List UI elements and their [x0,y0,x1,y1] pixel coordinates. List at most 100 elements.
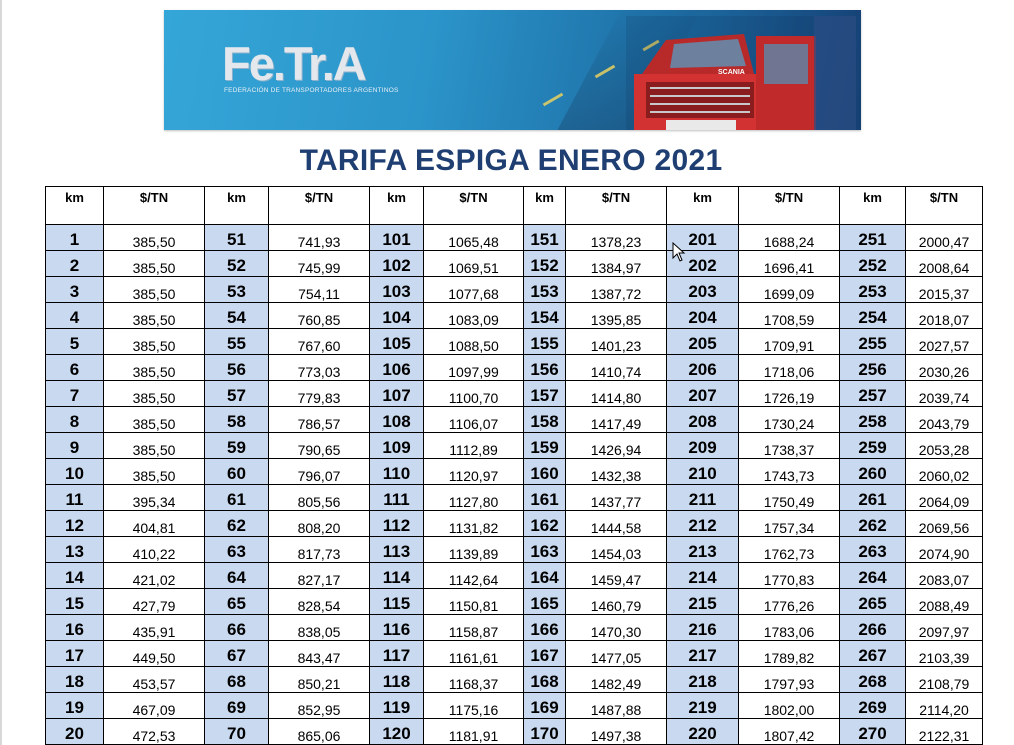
rate-cell: 1426,94 [565,432,667,459]
km-cell: 15 [45,588,104,615]
km-cell: 111 [369,484,424,511]
rate-cell: 1120,97 [423,458,524,485]
rate-cell: 1131,82 [423,510,524,537]
rate-cell: 1776,26 [738,588,840,615]
column-header-km: km [369,186,424,225]
rate-cell: 790,65 [268,432,370,459]
rate-cell: 850,21 [268,666,370,693]
rate-cell: 385,50 [103,432,205,459]
rate-cell: 767,60 [268,328,370,355]
km-cell: 166 [523,614,566,641]
km-cell: 65 [204,588,269,615]
column-header-rate: $/TN [268,186,370,225]
rate-cell: 1088,50 [423,328,524,355]
rate-cell: 1807,42 [738,718,840,745]
km-cell: 209 [666,432,739,459]
km-cell: 261 [839,484,906,511]
column-header-rate: $/TN [103,186,205,225]
km-cell: 118 [369,666,424,693]
km-cell: 112 [369,510,424,537]
km-cell: 117 [369,640,424,667]
rate-cell: 1069,51 [423,250,524,277]
km-cell: 262 [839,510,906,537]
rate-cell: 467,09 [103,692,205,719]
rate-cell: 1470,30 [565,614,667,641]
svg-text:SCANIA: SCANIA [718,69,745,76]
table-row: 15 427,79 65 828,54 115 1150,81 165 1460,79 215 1… [45,588,983,615]
km-cell: 168 [523,666,566,693]
rate-cell: 2074,90 [905,536,983,563]
km-cell: 211 [666,484,739,511]
rate-cell: 2015,37 [905,276,983,303]
rate-cell: 410,22 [103,536,205,563]
km-cell: 218 [666,666,739,693]
km-cell: 203 [666,276,739,303]
km-cell: 12 [45,510,104,537]
km-cell: 257 [839,380,906,407]
rate-cell: 2053,28 [905,432,983,459]
rate-cell: 1743,73 [738,458,840,485]
km-cell: 269 [839,692,906,719]
rate-cell: 827,17 [268,562,370,589]
rate-cell: 1699,09 [738,276,840,303]
km-cell: 102 [369,250,424,277]
rate-cell: 2064,09 [905,484,983,511]
rate-cell: 1384,97 [565,250,667,277]
truck-image: SCANIA [626,16,856,130]
rate-cell: 1083,09 [423,302,524,329]
km-cell: 167 [523,640,566,667]
km-cell: 153 [523,276,566,303]
rate-cell: 760,85 [268,302,370,329]
table-row: 18 453,57 68 850,21 118 1168,37 168 1482,49 218 1… [45,666,983,693]
rate-cell: 1709,91 [738,328,840,355]
mouse-cursor-icon [672,242,686,262]
rate-cell: 754,11 [268,276,370,303]
rate-cell: 1437,77 [565,484,667,511]
rate-cell: 404,81 [103,510,205,537]
km-cell: 109 [369,432,424,459]
rate-cell: 472,53 [103,718,205,745]
column-header-rate: $/TN [565,186,667,225]
km-cell: 66 [204,614,269,641]
km-cell: 258 [839,406,906,433]
rate-cell: 2088,49 [905,588,983,615]
km-cell: 1 [45,224,104,251]
km-cell: 58 [204,406,269,433]
table-row: 14 421,02 64 827,17 114 1142,64 164 1459,47 214 1… [45,562,983,589]
rate-cell: 745,99 [268,250,370,277]
rate-cell: 2069,56 [905,510,983,537]
table-row: 19 467,09 69 852,95 119 1175,16 169 1487,88 219 1… [45,692,983,719]
column-header-km: km [45,186,104,225]
rate-cell: 385,50 [103,328,205,355]
rate-cell: 385,50 [103,458,205,485]
road-dash [542,92,564,107]
km-cell: 2 [45,250,104,277]
rate-cell: 1417,49 [565,406,667,433]
rate-cell: 1142,64 [423,562,524,589]
table-row: 3 385,50 53 754,11 103 1077,68 153 1387,72 203 16… [45,276,983,303]
rate-cell: 1708,59 [738,302,840,329]
rate-cell: 1696,41 [738,250,840,277]
km-cell: 268 [839,666,906,693]
km-cell: 220 [666,718,739,745]
km-cell: 110 [369,458,424,485]
km-cell: 116 [369,614,424,641]
table-row: 1 385,50 51 741,93 101 1065,48 151 1378,23 201 16… [45,224,983,251]
rate-cell: 852,95 [268,692,370,719]
km-cell: 252 [839,250,906,277]
km-cell: 60 [204,458,269,485]
rate-cell: 385,50 [103,380,205,407]
rate-cell: 1477,05 [565,640,667,667]
rate-cell: 1161,61 [423,640,524,667]
km-cell: 206 [666,354,739,381]
rate-cell: 1077,68 [423,276,524,303]
km-cell: 101 [369,224,424,251]
km-cell: 107 [369,380,424,407]
rate-cell: 838,05 [268,614,370,641]
rate-cell: 1410,74 [565,354,667,381]
km-cell: 52 [204,250,269,277]
rate-cell: 1487,88 [565,692,667,719]
km-cell: 114 [369,562,424,589]
km-cell: 14 [45,562,104,589]
rate-cell: 786,57 [268,406,370,433]
